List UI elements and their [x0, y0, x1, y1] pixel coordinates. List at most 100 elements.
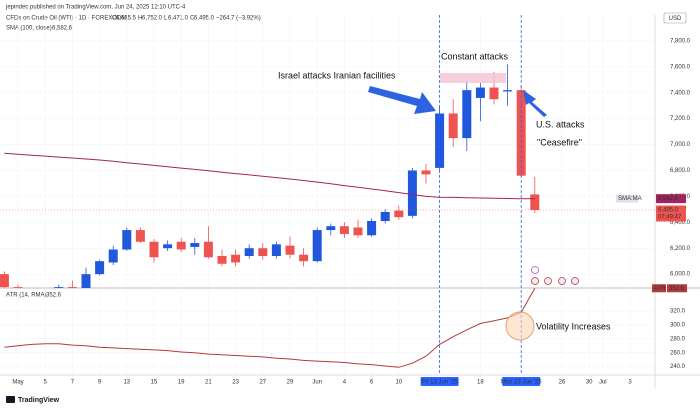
quote-key: O: [112, 16, 117, 22]
y-tick-label: 6,800.0: [670, 168, 691, 174]
candle-body: [285, 245, 295, 255]
x-tick-label: 4: [343, 380, 347, 386]
quote-value: 6,752.0: [142, 16, 163, 22]
y-tick-label: 260.0: [670, 350, 686, 356]
annotation: Constant attacks: [441, 51, 509, 61]
x-tick-label: 30: [586, 380, 593, 386]
candle-body: [176, 241, 186, 250]
candle-body: [54, 287, 64, 288]
candle-body: [394, 210, 404, 218]
atr-price-box: [667, 284, 687, 293]
quote-key: H: [138, 16, 142, 22]
x-tick-highlight: [502, 377, 541, 386]
header: CFDs on Crude Oil (WTI) · 1D · FOREXCOMO…: [6, 16, 261, 299]
y-tick-label: 240.0: [670, 364, 686, 370]
atr-name: ATR (14, RMA): [6, 293, 47, 299]
x-tick-label: 23: [232, 380, 239, 386]
sma-name: SMA (100, close): [6, 26, 52, 32]
candle-body: [475, 87, 485, 98]
y-tick-label: 6,200.0: [670, 246, 691, 252]
x-tick-label: Jun: [312, 380, 322, 386]
currency-box: [663, 12, 687, 24]
candle-body: [244, 248, 254, 256]
y-tick-label: 7,800.0: [670, 38, 691, 44]
y-tick-label: 320.0: [670, 309, 686, 315]
x-tick-label: 19: [178, 380, 185, 386]
x-tick-label: 29: [287, 380, 294, 386]
x-tick-label: 18: [477, 380, 484, 386]
arrow: [368, 86, 436, 114]
annotation: U.S. attacks: [536, 119, 585, 129]
atr-value: 352.6: [46, 293, 62, 299]
x-tick-label: 3: [628, 380, 632, 386]
y-tick-label: 6,400.0: [670, 220, 691, 226]
x-tick-label: Mon 23 Jun '25: [501, 380, 543, 386]
candle-body: [95, 261, 105, 275]
candle-body: [421, 170, 431, 175]
change: −264.7 (−3.92%): [216, 16, 261, 22]
y-tick-label: 7,200.0: [670, 116, 691, 122]
y-tick-label: 300.0: [670, 322, 686, 328]
candle-body: [489, 87, 499, 100]
currency: USD: [669, 16, 682, 22]
candle-body: [258, 248, 268, 256]
footer-brand: TradingView: [18, 397, 60, 404]
candle-body: [67, 287, 77, 288]
x-tick-label: 13: [123, 380, 130, 386]
x-tick-label: 15: [151, 380, 158, 386]
candle-body: [217, 255, 227, 264]
candle-body: [367, 221, 377, 236]
atr-tag-box: [652, 284, 666, 293]
candle-body: [503, 90, 513, 92]
x-tick-label: 6: [370, 380, 374, 386]
indicator-line: [4, 152, 535, 200]
atr-tag: ATR: [654, 286, 666, 292]
candle-body: [271, 244, 281, 256]
x-tick-label: 5: [44, 380, 48, 386]
candle-body: [0, 274, 9, 288]
sma-tag-box: [616, 194, 638, 203]
candle-body: [353, 227, 363, 236]
quote-value: 6,495.0: [194, 16, 215, 22]
y-tick-label: 280.0: [670, 336, 686, 342]
candle-body: [122, 230, 132, 250]
sma-price: 6,582.6: [658, 196, 679, 202]
sma-value: 6,582.6: [52, 26, 73, 32]
publisher: jepindec published on TradingView.com, J…: [5, 5, 186, 11]
event-icon: [544, 277, 552, 285]
y-tick-label: 7,400.0: [670, 90, 691, 96]
candle-body: [231, 254, 241, 263]
footer: TradingView: [6, 396, 60, 404]
x-tick-label: Fri 13 Jun '25: [422, 380, 459, 386]
indicator-line: [4, 288, 536, 368]
x-tick-label: 26: [559, 380, 566, 386]
highlight-circle: [505, 311, 535, 341]
candle-body: [462, 90, 472, 139]
quote-value: 6,471.0: [168, 16, 189, 22]
candle-body: [448, 113, 458, 139]
atr-price: 352.6: [669, 286, 685, 292]
logo: [6, 396, 15, 403]
event-icon: [531, 277, 539, 285]
highlight-box: [440, 73, 506, 83]
x-tick-label: 27: [259, 380, 266, 386]
annotation: Israel attacks Iranian facilities: [278, 70, 396, 80]
candle-body: [149, 241, 159, 258]
y-tick-label: 7,600.0: [670, 64, 691, 70]
quote-key: L: [164, 16, 168, 22]
price-box: [656, 205, 686, 222]
candle-body: [163, 244, 173, 249]
candle-body: [339, 226, 349, 234]
x-tick-label: 21: [205, 380, 212, 386]
candle-body: [530, 194, 540, 210]
candle-body: [326, 226, 336, 231]
annotation: Volatility Increases: [536, 321, 611, 331]
candle-body: [190, 243, 200, 247]
event-icon: [571, 277, 579, 285]
x-tick-label: May: [12, 380, 23, 386]
x-tick-label: 7: [71, 380, 75, 386]
x-tick-label: 9: [98, 380, 102, 386]
candle-body: [203, 241, 213, 258]
